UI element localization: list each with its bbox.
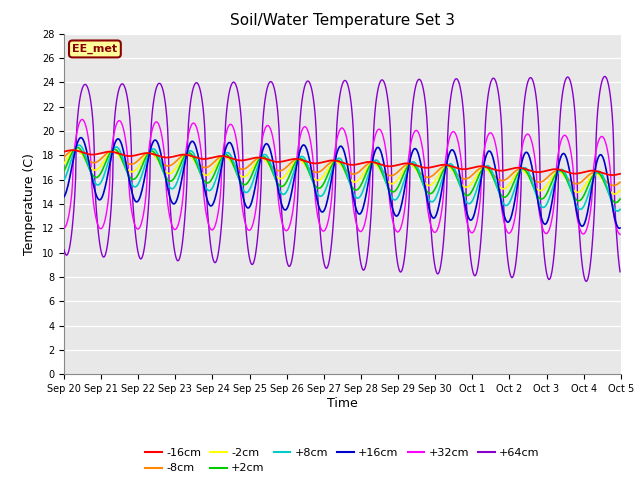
- Y-axis label: Temperature (C): Temperature (C): [23, 153, 36, 255]
- Text: EE_met: EE_met: [72, 44, 118, 54]
- X-axis label: Time: Time: [327, 397, 358, 410]
- Legend: -16cm, -8cm, -2cm, +2cm, +8cm, +16cm, +32cm, +64cm: -16cm, -8cm, -2cm, +2cm, +8cm, +16cm, +3…: [141, 444, 544, 478]
- Title: Soil/Water Temperature Set 3: Soil/Water Temperature Set 3: [230, 13, 455, 28]
